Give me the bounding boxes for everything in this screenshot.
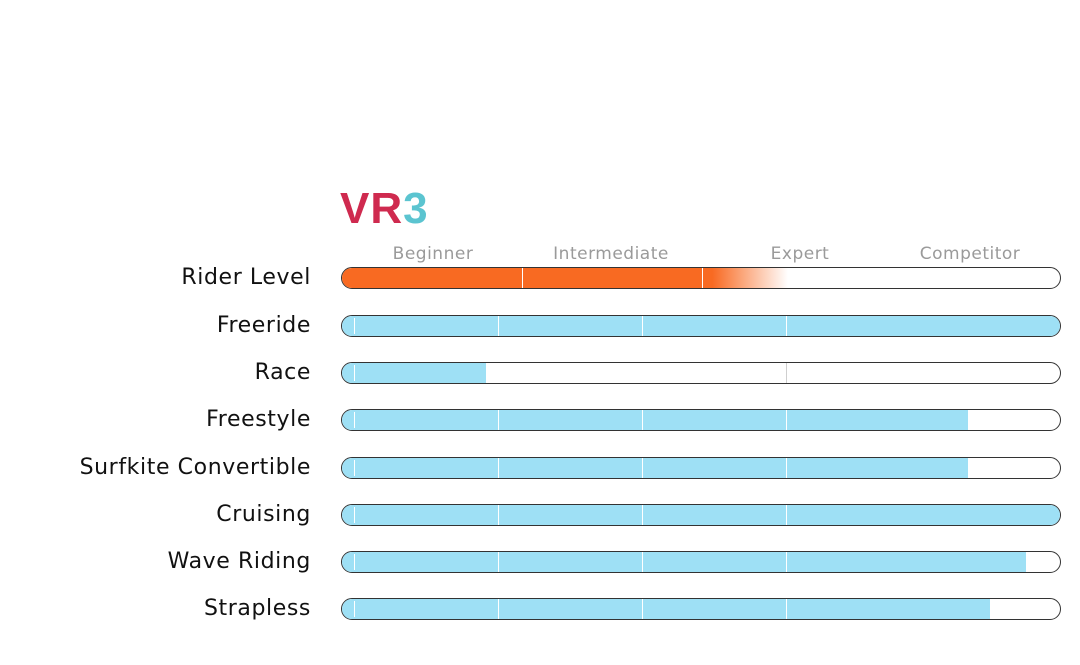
bar-track-strapless — [341, 598, 1061, 620]
logo-vr: VR — [340, 184, 404, 233]
bar-fill-strapless — [342, 599, 990, 619]
bar-tick — [642, 599, 643, 619]
bar-fill-race — [342, 363, 486, 383]
bar-start-tick — [354, 412, 355, 428]
scale-label-expert: Expert — [770, 244, 830, 264]
bar-track-surfkite-convertible — [341, 457, 1061, 479]
bar-start-tick — [354, 318, 355, 334]
bar-tick — [498, 410, 499, 430]
row-label-freeride: Freeride — [216, 313, 311, 338]
bar-track-freeride — [341, 315, 1061, 337]
row-label-race: Race — [254, 360, 311, 385]
bar-tick — [786, 599, 787, 619]
bar-tick — [522, 268, 523, 288]
scale-label-intermediate: Intermediate — [553, 244, 669, 264]
bar-track-rider-level — [341, 267, 1061, 289]
row-label-freestyle: Freestyle — [206, 407, 311, 432]
row-label-wave-riding: Wave Riding — [167, 549, 311, 574]
bar-tick — [786, 458, 787, 478]
bar-tick — [702, 268, 703, 288]
bar-tick — [498, 552, 499, 572]
bar-tick — [498, 505, 499, 525]
bar-track-race — [341, 362, 1061, 384]
bar-tick — [642, 458, 643, 478]
vr3-logo: VR3 — [340, 184, 429, 234]
bar-start-tick — [354, 365, 355, 381]
bar-fill-cruising — [342, 505, 1060, 525]
scale-label-competitor: Competitor — [919, 244, 1021, 264]
bar-track-cruising — [341, 504, 1061, 526]
bar-tick — [498, 316, 499, 336]
bar-tick — [786, 363, 787, 383]
bar-tick — [786, 316, 787, 336]
row-label-surfkite-convertible: Surfkite Convertible — [79, 455, 311, 480]
row-label-strapless: Strapless — [203, 596, 311, 621]
bar-start-tick — [354, 554, 355, 570]
bar-tick — [786, 552, 787, 572]
bar-tick — [498, 458, 499, 478]
bar-track-wave-riding — [341, 551, 1061, 573]
bar-start-tick — [354, 507, 355, 523]
bar-track-freestyle — [341, 409, 1061, 431]
bar-tick — [786, 410, 787, 430]
bar-tick — [498, 599, 499, 619]
bar-fill-freestyle — [342, 410, 969, 430]
bar-start-tick — [354, 601, 355, 617]
row-label-cruising: Cruising — [216, 502, 311, 527]
bar-tick — [786, 505, 787, 525]
row-label-rider-level: Rider Level — [181, 265, 311, 290]
bar-fill-wave-riding — [342, 552, 1026, 572]
logo-3: 3 — [403, 184, 429, 233]
bar-tick — [642, 410, 643, 430]
scale-label-beginner: Beginner — [392, 244, 474, 264]
bar-start-tick — [354, 460, 355, 476]
bar-tick — [642, 505, 643, 525]
bar-fill-surfkite-convertible — [342, 458, 969, 478]
bar-fill-rider-level — [342, 268, 789, 288]
bar-tick — [642, 316, 643, 336]
bar-fill-freeride — [342, 316, 1060, 336]
bar-tick — [642, 552, 643, 572]
